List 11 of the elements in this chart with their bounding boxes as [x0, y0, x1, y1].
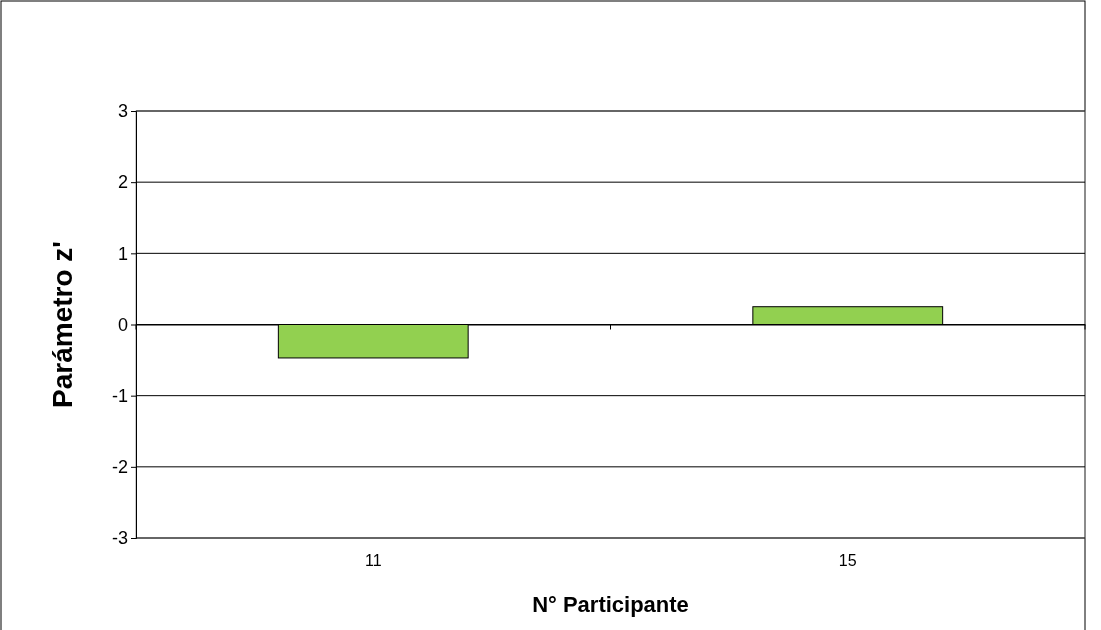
- y-tick-label: -3: [111, 528, 128, 549]
- y-tick-label: 3: [117, 101, 128, 122]
- x-axis-title: N° Participante: [532, 592, 689, 617]
- y-tick-label: -1: [111, 385, 128, 406]
- x-tick-label: 15: [838, 552, 857, 570]
- x-tick-label: 11: [364, 552, 382, 570]
- y-tick-label: 2: [117, 172, 128, 193]
- y-tick-label: -2: [111, 457, 128, 478]
- y-tick-label: 1: [117, 243, 128, 264]
- y-axis-title: Parámetro z': [47, 241, 78, 408]
- y-tick-label: 0: [117, 314, 128, 335]
